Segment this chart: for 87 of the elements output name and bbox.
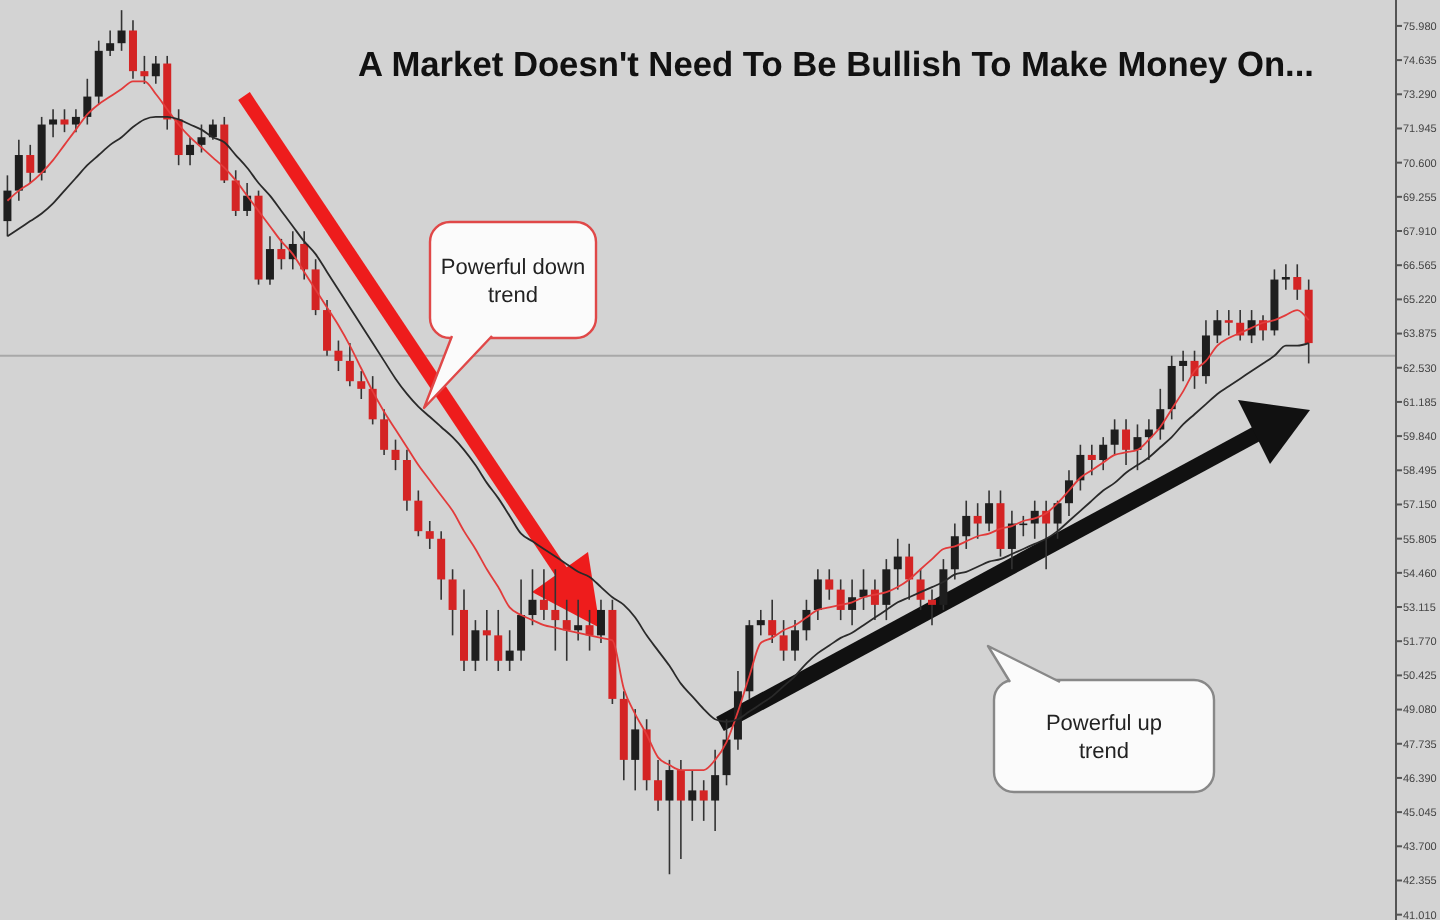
candlestick	[1281, 263, 1290, 291]
candlestick	[323, 299, 332, 357]
candlestick	[1122, 418, 1131, 466]
candlestick	[574, 598, 583, 642]
candlestick	[688, 769, 697, 822]
candlestick	[1224, 309, 1233, 337]
candlestick	[1293, 263, 1302, 301]
candlestick	[334, 339, 343, 372]
candlestick	[539, 568, 548, 621]
candlestick	[391, 438, 400, 471]
candlestick	[94, 39, 103, 105]
candlestick	[836, 578, 845, 621]
candlestick	[151, 55, 160, 85]
candlestick	[791, 619, 800, 662]
candlestick	[631, 708, 640, 792]
candlestick	[562, 598, 571, 662]
candlestick	[402, 449, 411, 512]
candlestick	[494, 609, 503, 672]
candlestick	[300, 230, 309, 281]
annotation: Powerful up trend	[1045, 712, 1163, 764]
candlestick	[14, 138, 23, 202]
candlestick	[779, 619, 788, 662]
candlestick	[414, 489, 423, 538]
candlestick	[756, 609, 765, 637]
candlestick	[357, 370, 366, 400]
candlestick	[1087, 443, 1096, 477]
candlestick	[482, 609, 491, 662]
candlestick	[117, 9, 126, 52]
candlestick	[277, 238, 286, 271]
candlestick	[517, 578, 526, 662]
candlestick	[665, 759, 674, 876]
candlestick	[905, 543, 914, 601]
candlestick	[368, 375, 377, 426]
candlestick	[1007, 510, 1016, 571]
candlestick	[49, 108, 58, 139]
candlestick	[1213, 309, 1222, 344]
candlestick	[60, 108, 69, 133]
candlestick	[768, 598, 777, 644]
candlestick	[985, 489, 994, 532]
candlestick	[928, 588, 936, 626]
candlestick	[1179, 349, 1188, 383]
candlestick	[882, 558, 891, 621]
candlestick	[1110, 418, 1119, 456]
candlestick	[471, 619, 480, 672]
annotation: Powerful down trend	[440, 256, 586, 308]
candlestick	[106, 29, 115, 57]
candlestick	[505, 629, 514, 672]
candlestick	[380, 408, 389, 456]
candlestick	[585, 609, 594, 652]
candlestick	[528, 568, 537, 626]
candlestick	[711, 748, 720, 832]
text: A Market Doesn't Need To Be Bullish To Make Money On...	[358, 44, 1323, 84]
candlestick	[962, 499, 971, 550]
candlestick	[311, 258, 320, 316]
candlestick	[950, 522, 959, 581]
candlestick	[1201, 319, 1210, 385]
candlestick	[1076, 443, 1085, 492]
candlestick	[345, 342, 354, 388]
candlestick	[1156, 388, 1165, 441]
candlestick	[825, 568, 834, 601]
candlestick	[676, 759, 685, 860]
candlestick	[425, 520, 434, 550]
candlestick	[1133, 423, 1142, 471]
candlestick	[699, 779, 708, 822]
candlestick	[996, 489, 1005, 558]
candlestick	[448, 568, 457, 637]
candlestick	[1053, 499, 1062, 540]
candlestick	[437, 530, 446, 601]
candlestick	[893, 537, 902, 591]
candlestick	[197, 123, 206, 154]
candlestick	[231, 169, 240, 217]
candlestick	[973, 502, 982, 540]
candlestick	[140, 55, 149, 85]
candlestick	[71, 108, 80, 133]
candlestick	[654, 759, 663, 812]
candlestick	[1167, 355, 1176, 421]
candlestick	[596, 598, 605, 644]
candlestick	[26, 144, 35, 184]
candlestick	[186, 136, 195, 166]
candlestick	[1099, 436, 1108, 471]
candlestick	[916, 568, 925, 611]
candlestick	[128, 19, 137, 80]
candlestick	[83, 77, 92, 126]
candlestick	[813, 568, 822, 621]
candlestick	[265, 235, 274, 286]
candlestick	[939, 558, 948, 611]
candlestick	[551, 568, 560, 652]
